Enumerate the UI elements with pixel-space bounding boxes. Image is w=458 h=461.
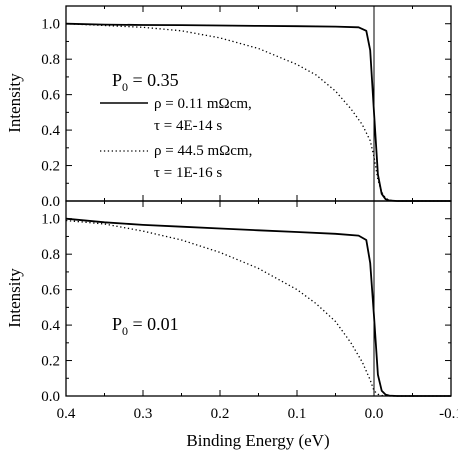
x-tick-label: 0.4 — [57, 406, 76, 422]
y-tick-label: 1.0 — [41, 212, 60, 228]
top-annotation-subscript: 0 — [122, 80, 128, 94]
y-tick-label: 0.4 — [41, 318, 60, 334]
bottom-panel: Intensity P0 = 0.01 Binding Energy (eV) … — [5, 200, 458, 450]
y-tick-label: 0.2 — [41, 354, 60, 370]
bottom-annotation-subscript: 0 — [122, 324, 128, 338]
y-tick-label: 0.4 — [41, 123, 60, 139]
legend-dotted-line2: τ = 1E-16 s — [154, 165, 222, 181]
bottom-y-axis-label: Intensity — [5, 268, 24, 328]
legend-solid-line2: τ = 4E-14 s — [154, 118, 222, 134]
top-dotted-series-line — [65, 23, 451, 202]
y-tick-label: 0.6 — [41, 283, 60, 299]
y-tick-label: 1.0 — [41, 17, 60, 33]
x-tick-label: 0.2 — [211, 406, 230, 422]
y-tick-label: 0.2 — [41, 159, 60, 175]
legend-dotted-line1: ρ = 44.5 mΩcm, — [154, 143, 252, 159]
x-tick-label: 0.1 — [288, 406, 307, 422]
y-tick-label: 0.8 — [41, 247, 60, 263]
legend-solid-line1: ρ = 0.11 mΩcm, — [154, 96, 252, 112]
y-tick-label: 0.8 — [41, 52, 60, 68]
bottom-solid-series-line — [65, 217, 451, 397]
y-tick-label: 0.0 — [41, 194, 60, 210]
x-tick-label: -0.1 — [439, 406, 458, 422]
top-panel-annotation: P0 = 0.35 — [112, 70, 179, 94]
top-solid-series-line — [65, 22, 451, 202]
top-y-axis-label: Intensity — [5, 73, 24, 133]
x-tick-label: 0.0 — [365, 406, 384, 422]
y-tick-label: 0.6 — [41, 88, 60, 104]
bottom-dotted-series-line — [65, 219, 451, 397]
legend: ρ = 0.11 mΩcm, τ = 4E-14 s ρ = 44.5 mΩcm… — [100, 96, 252, 181]
x-axis-label: Binding Energy (eV) — [186, 431, 329, 450]
top-panel: Intensity P0 = 0.35 ρ = 0.11 mΩcm, τ = 4… — [5, 5, 452, 210]
bottom-panel-annotation: P0 = 0.01 — [112, 314, 179, 338]
x-tick-label: 0.3 — [134, 406, 153, 422]
y-tick-label: 0.0 — [41, 389, 60, 405]
